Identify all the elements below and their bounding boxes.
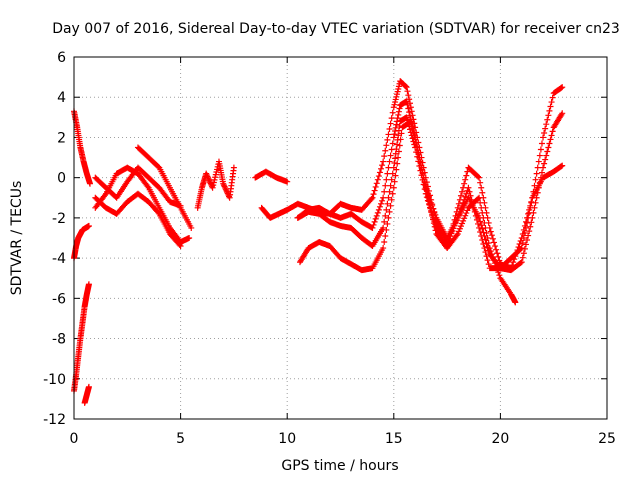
data-point-markers [294, 114, 519, 306]
x-axis-label: GPS time / hours [281, 458, 398, 474]
x-tick-label: 10 [278, 431, 296, 447]
x-tick-label: 15 [385, 431, 403, 447]
y-tick-label: 4 [57, 90, 66, 106]
data-markers [71, 78, 566, 406]
series-track-d [81, 383, 92, 406]
data-point-markers [194, 158, 237, 211]
y-tick-label: -10 [43, 372, 66, 388]
series-track-m [294, 114, 519, 306]
chart-title: Day 007 of 2016, Sidereal Day-to-day VTE… [52, 21, 620, 37]
data-point-markers [81, 383, 92, 406]
series-track-e [92, 164, 193, 246]
series-track-h [134, 144, 195, 231]
y-axis-label: SDTVAR / TECUs [9, 181, 25, 296]
series-track-l [294, 98, 566, 274]
data-point-markers [92, 164, 184, 209]
y-tick-label: -12 [43, 412, 66, 428]
x-tick-label: 0 [70, 431, 79, 447]
x-axis-ticks: 0 5 10 15 20 25 [70, 57, 616, 447]
y-tick-label: -6 [52, 291, 66, 307]
x-tick-label: 5 [176, 431, 185, 447]
series-track-g [92, 164, 184, 209]
series-track-n [296, 118, 566, 274]
data-point-markers [92, 164, 193, 246]
series-track-j [252, 168, 291, 185]
series-track-i [194, 158, 237, 211]
data-point-markers [296, 118, 566, 274]
x-tick-label: 20 [491, 431, 509, 447]
y-tick-label: 0 [57, 171, 66, 187]
x-tick-label: 25 [598, 431, 616, 447]
data-point-markers [294, 98, 566, 274]
data-point-markers [134, 144, 195, 231]
series-track-f [92, 190, 184, 250]
y-axis-ticks: -12 -10 -8 -6 -4 -2 0 2 4 6 [43, 50, 607, 428]
data-point-markers [92, 190, 184, 250]
y-tick-label: 2 [57, 130, 66, 146]
y-tick-label: -8 [52, 332, 66, 348]
plot-frame [73, 56, 608, 420]
y-tick-label: 6 [57, 50, 66, 66]
y-tick-label: -4 [52, 251, 66, 267]
data-point-markers [252, 168, 291, 185]
y-tick-label: -2 [52, 211, 66, 227]
